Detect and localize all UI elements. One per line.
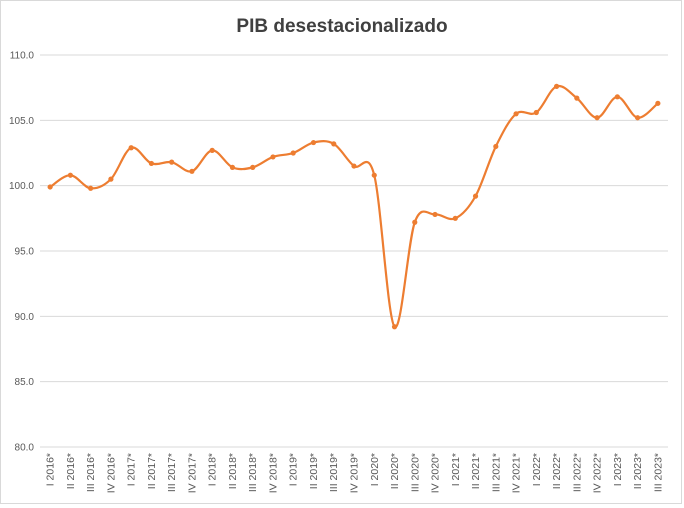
data-point bbox=[513, 111, 519, 117]
data-point bbox=[209, 147, 215, 153]
x-tick-label: I 2021* bbox=[450, 453, 462, 486]
data-points bbox=[47, 83, 661, 330]
gridlines bbox=[40, 54, 668, 448]
x-tick-label: IV 2020* bbox=[430, 453, 442, 493]
data-point bbox=[432, 211, 438, 218]
x-tick-label: II 2018* bbox=[227, 453, 239, 489]
data-point bbox=[594, 115, 600, 121]
y-tick-label: 95.0 bbox=[15, 247, 35, 258]
x-tick-label: II 2017* bbox=[146, 453, 158, 489]
y-tick-label: 80.0 bbox=[15, 443, 35, 454]
data-point bbox=[553, 83, 560, 89]
data-point bbox=[148, 160, 155, 167]
y-tick-label: 90.0 bbox=[15, 312, 35, 323]
x-tick-label: III 2018* bbox=[247, 453, 259, 492]
x-tick-label: III 2021* bbox=[490, 453, 502, 492]
data-point bbox=[351, 163, 357, 169]
data-point bbox=[472, 193, 479, 199]
data-point bbox=[169, 159, 175, 165]
data-point bbox=[614, 94, 620, 100]
x-tick-label: I 2023* bbox=[612, 453, 624, 486]
x-tick-label: I 2017* bbox=[126, 453, 138, 486]
data-point bbox=[250, 164, 256, 170]
x-tick-label: I 2019* bbox=[288, 453, 300, 486]
data-point bbox=[290, 150, 296, 156]
data-point bbox=[67, 172, 73, 178]
series-line bbox=[49, 84, 659, 328]
data-point bbox=[229, 164, 236, 170]
data-point bbox=[574, 95, 580, 101]
x-tick-label: II 2021* bbox=[470, 453, 482, 489]
y-tick-label: 85.0 bbox=[15, 377, 35, 388]
x-tick-label: II 2019* bbox=[308, 453, 320, 489]
chart-title: PIB desestacionalizado bbox=[236, 16, 448, 37]
data-point bbox=[270, 154, 276, 160]
x-tick-label: III 2017* bbox=[166, 453, 178, 492]
data-point bbox=[655, 100, 661, 106]
y-tick-label: 100.0 bbox=[9, 181, 34, 192]
y-tick-label: 110.0 bbox=[10, 51, 35, 62]
data-point bbox=[493, 143, 499, 150]
data-point bbox=[412, 219, 418, 225]
y-axis-tick-labels: 80.0 85.0 90.0 95.0 100.0 105.0 110.0 bbox=[9, 51, 34, 454]
x-tick-label: IV 2017* bbox=[186, 453, 198, 493]
x-tick-label: I 2020* bbox=[369, 453, 381, 486]
x-tick-label: IV 2021* bbox=[511, 453, 523, 493]
data-point bbox=[189, 168, 195, 174]
data-point bbox=[533, 109, 539, 116]
x-tick-label: III 2022* bbox=[571, 453, 583, 492]
x-tick-label: III 2016* bbox=[85, 453, 97, 492]
x-axis-tick-labels: I 2016* II 2016* III 2016* IV 2016* I 2017* I… bbox=[45, 453, 665, 493]
data-point bbox=[88, 185, 94, 191]
x-tick-label: IV 2022* bbox=[592, 453, 604, 493]
data-point bbox=[47, 184, 53, 190]
y-tick-label: 105.0 bbox=[9, 116, 34, 127]
data-point bbox=[391, 324, 398, 330]
data-point bbox=[310, 139, 317, 146]
data-point bbox=[108, 176, 114, 182]
x-tick-label: I 2022* bbox=[531, 453, 543, 486]
data-point bbox=[452, 215, 458, 221]
x-tick-label: III 2023* bbox=[652, 453, 664, 492]
x-tick-label: IV 2019* bbox=[349, 453, 361, 493]
x-tick-label: I 2018* bbox=[207, 453, 219, 486]
x-tick-label: IV 2018* bbox=[267, 453, 279, 493]
x-tick-label: III 2019* bbox=[328, 453, 340, 492]
data-point bbox=[635, 115, 641, 121]
x-tick-label: IV 2016* bbox=[105, 453, 117, 493]
data-point bbox=[371, 172, 377, 178]
data-point bbox=[128, 145, 134, 151]
x-tick-label: III 2020* bbox=[409, 453, 421, 492]
x-tick-label: II 2022* bbox=[551, 453, 563, 489]
data-point bbox=[331, 141, 337, 147]
x-tick-label: II 2020* bbox=[389, 453, 401, 489]
x-tick-label: II 2023* bbox=[632, 453, 644, 489]
x-tick-label: II 2016* bbox=[65, 453, 77, 489]
x-tick-label: I 2016* bbox=[45, 453, 57, 486]
